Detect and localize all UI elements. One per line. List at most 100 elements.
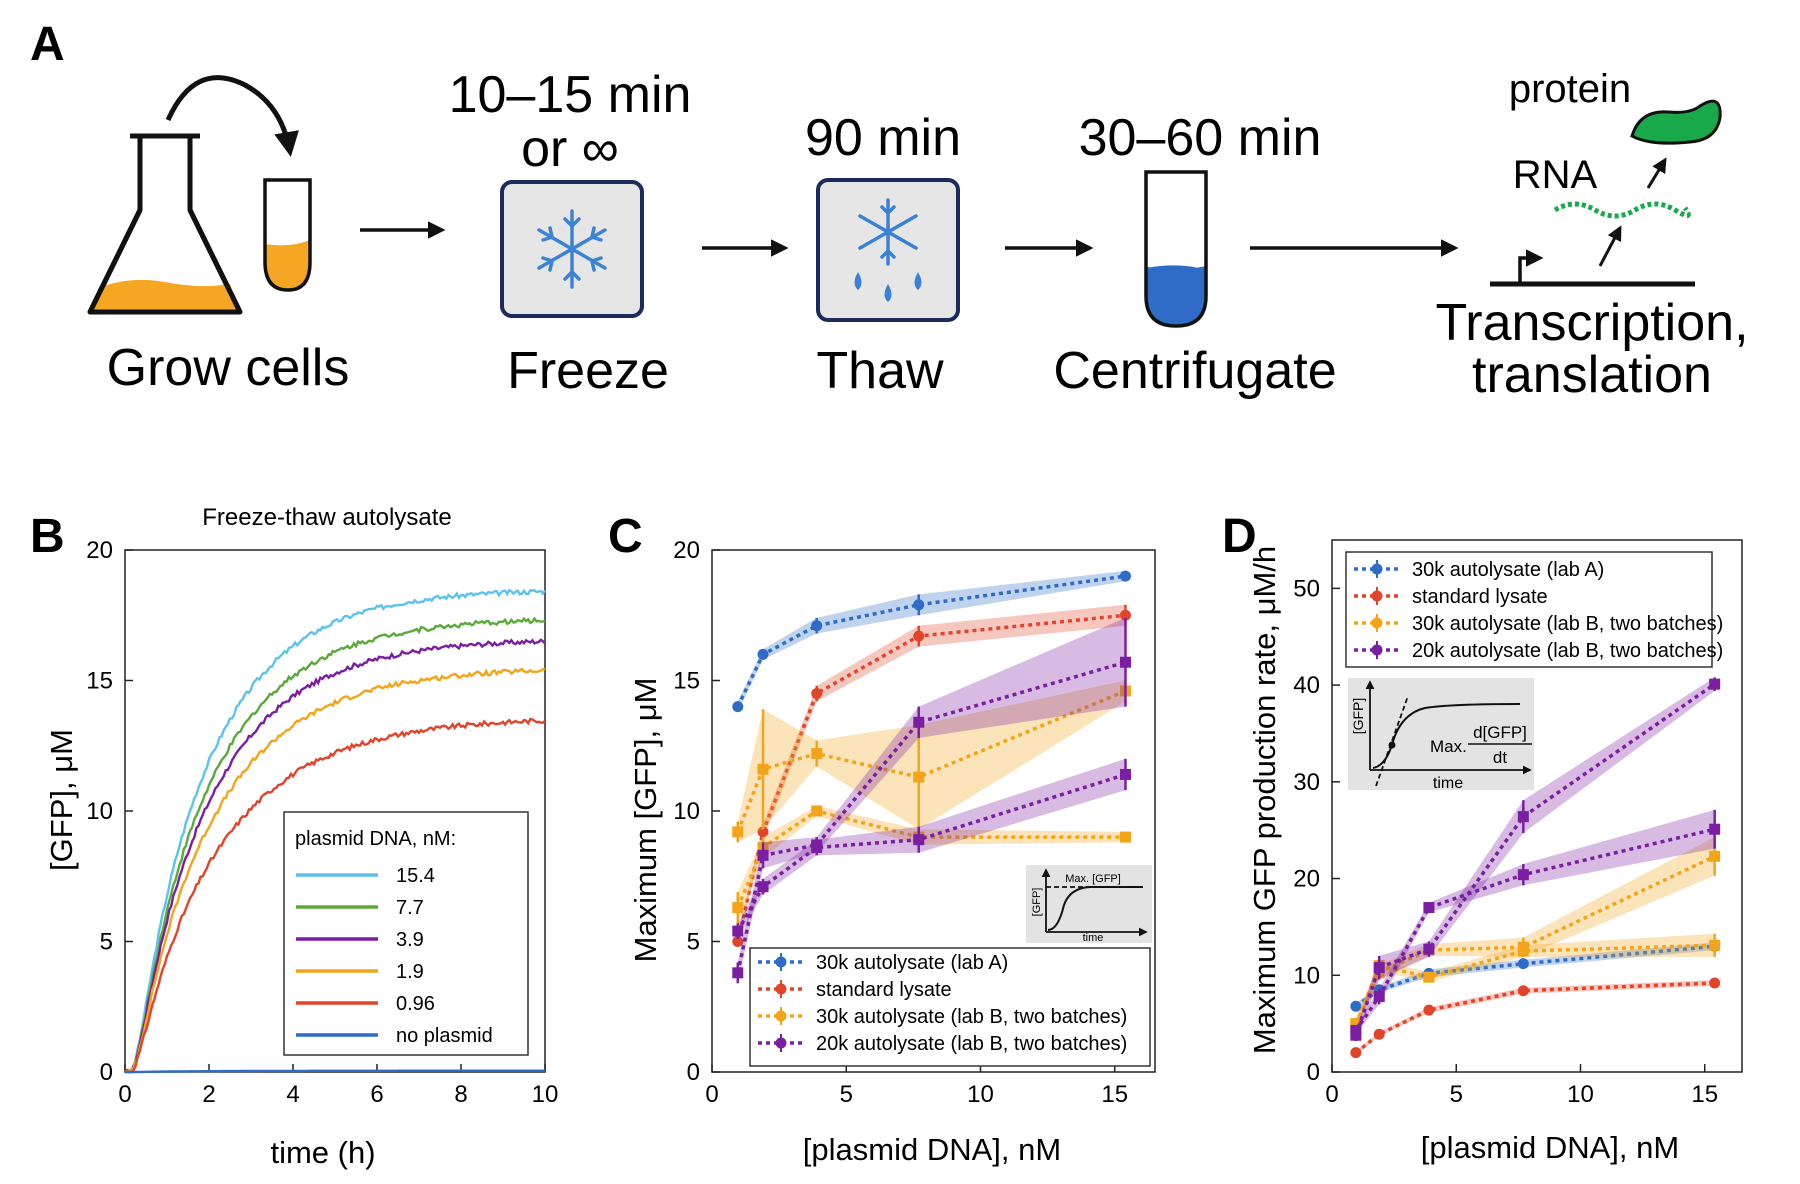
freeze-time-1: 10–15 min [449,66,692,124]
water-drops-icon [854,272,922,302]
panel-d-legend-label: 30k autolysate (lab A) [1412,559,1604,581]
panel-d-data-point [1517,869,1529,881]
panel-c-inset-ylabel: [GFP] [1031,888,1043,917]
panel-d-inset-max: Max. [1430,737,1467,756]
panel-d-series-line [1354,854,1716,1025]
step-label-freeze: Freeze [507,342,669,400]
panel-d-series-line [1354,981,1715,1055]
transfer-arrow-icon [165,75,299,157]
panel-c-ylabel: Maximum [GFP], μM [628,678,663,963]
step-label-transcription: Transcription, [1435,294,1748,352]
panel-c-data-point [757,881,769,893]
panel-c-ytick-label: 20 [673,537,700,564]
centrifuge-tube-icon [1144,170,1208,328]
protein-arrow-icon [1646,157,1667,189]
panel-a-letter: A [30,18,65,71]
panel-d-xtick-label: 0 [1325,1081,1338,1108]
panel-b-ytick-label: 20 [86,537,113,564]
panel-d-data-point [1350,1024,1362,1036]
panel-b-xtick-label: 8 [454,1081,467,1108]
panel-c-xlabel: [plasmid DNA], nM [803,1132,1061,1167]
panel-b-xtick-label: 0 [118,1081,131,1108]
panel-b-series-line [124,616,546,1074]
panel-c-data-point [811,620,823,632]
panel-c-ytick-label: 15 [673,668,700,695]
panel-d-xtick-label: 10 [1567,1081,1594,1108]
flask-culture [90,279,240,310]
panel-d-series-line [1354,827,1716,1032]
panel-c-data-point [732,925,744,937]
panel-b-legend-label: 1.9 [396,961,424,983]
panel-b-legend-label: no plasmid [396,1025,493,1047]
gene-icon [1490,249,1695,287]
panel-c-data-point [913,771,925,783]
protein-icon [1630,99,1722,145]
panel-c-data-point [732,936,744,947]
step-label-thaw: Thaw [816,342,944,400]
panel-c-legend-label: 30k autolysate (lab A) [816,952,1008,974]
panel-d-letter: D [1222,510,1257,563]
panel-b-legend-label: 3.9 [396,929,424,951]
panel-c-data-point [732,902,744,914]
panel-c-data-point [1119,609,1131,621]
panel-d-error-band [1355,837,1715,1030]
panel-d-legend-label: standard lysate [1412,586,1548,608]
panel-b-xtick-label: 6 [370,1081,383,1108]
panel-c-inset: Max. [GFP] time [GFP] [1026,865,1152,944]
panel-d-error-band [1355,933,1715,1031]
panel-c-inset-xlabel: time [1083,932,1104,944]
panel-c-data-point [811,842,823,854]
panel-c-ytick-label: 10 [673,798,700,825]
step-label-translation: translation [1472,346,1712,404]
panel-d-axes-frame [1331,539,1743,1073]
panel-c-error-band [737,680,1126,843]
panel-d-ytick-label: 0 [1307,1059,1320,1086]
panel-d-ytick-label: 40 [1293,672,1320,699]
panel-d-data-point [1423,971,1435,983]
panel-b-ytick-label: 5 [100,929,113,956]
panel-d-inset: Max. d[GFP] dt time [GFP] [1348,678,1534,792]
panel-c-legend-label: 30k autolysate (lab B, two batches) [816,1006,1127,1028]
panel-b-legend: plasmid DNA, nM: 15.4 7.7 3.9 1.9 0.96 no pla… [283,811,529,1056]
rna-label: RNA [1513,153,1598,197]
panel-b-ytick-label: 10 [86,798,113,825]
panel-b-series-line [124,638,546,1074]
panel-c-error-band [737,805,1126,924]
panel-c-data-point [732,826,744,838]
panel-d-data-point [1350,1000,1362,1012]
panel-d-data-point [1423,902,1435,914]
panel-b-xlabel: time (h) [270,1135,375,1170]
panel-b-ylabel: [GFP], μM [44,729,79,871]
snowflake-icon [537,209,607,289]
panel-b-xtick-label: 2 [202,1081,215,1108]
centrifuge-time: 30–60 min [1079,109,1322,167]
panel-c-data-point [1119,656,1131,668]
panel-c-legend-label: 20k autolysate (lab B, two batches) [816,1033,1127,1055]
panel-d-legend: 30k autolysate (lab A) standard lysate 30k… [1345,551,1723,668]
panel-d-inset-ylabel: [GFP] [1350,698,1366,735]
panel-c-data-point [913,599,925,611]
panel-c-letter: C [608,510,643,563]
panel-b-legend-label: 15.4 [396,865,435,887]
panel-d-data-point [1709,977,1721,989]
panel-b-ytick-label: 0 [100,1059,113,1086]
panel-b-xtick-label: 4 [286,1081,299,1108]
protein-label: protein [1509,67,1631,111]
panel-c-data-point [732,701,744,713]
panel-d-data-point [1517,945,1529,957]
panel-c-data-point [757,763,769,775]
panel-b-legend-title: plasmid DNA, nM: [295,828,456,850]
panel-c-error-band [737,570,1126,712]
panel-c-xtick-label: 15 [1101,1081,1128,1108]
panel-b-xtick-label: 10 [532,1081,559,1108]
panel-c-data-point [913,716,925,728]
culture-tube-icon [263,178,312,292]
panel-d-inset-xlabel: time [1433,775,1463,792]
panel-d-data-point [1709,939,1721,951]
panel-c-ytick-label: 5 [687,929,700,956]
panel-c-error-band [737,604,1126,947]
step-label-grow-cells: Grow cells [107,339,350,397]
panel-d-legend-label: 20k autolysate (lab B, two batches) [1412,640,1723,662]
rna-icon [1553,201,1691,219]
